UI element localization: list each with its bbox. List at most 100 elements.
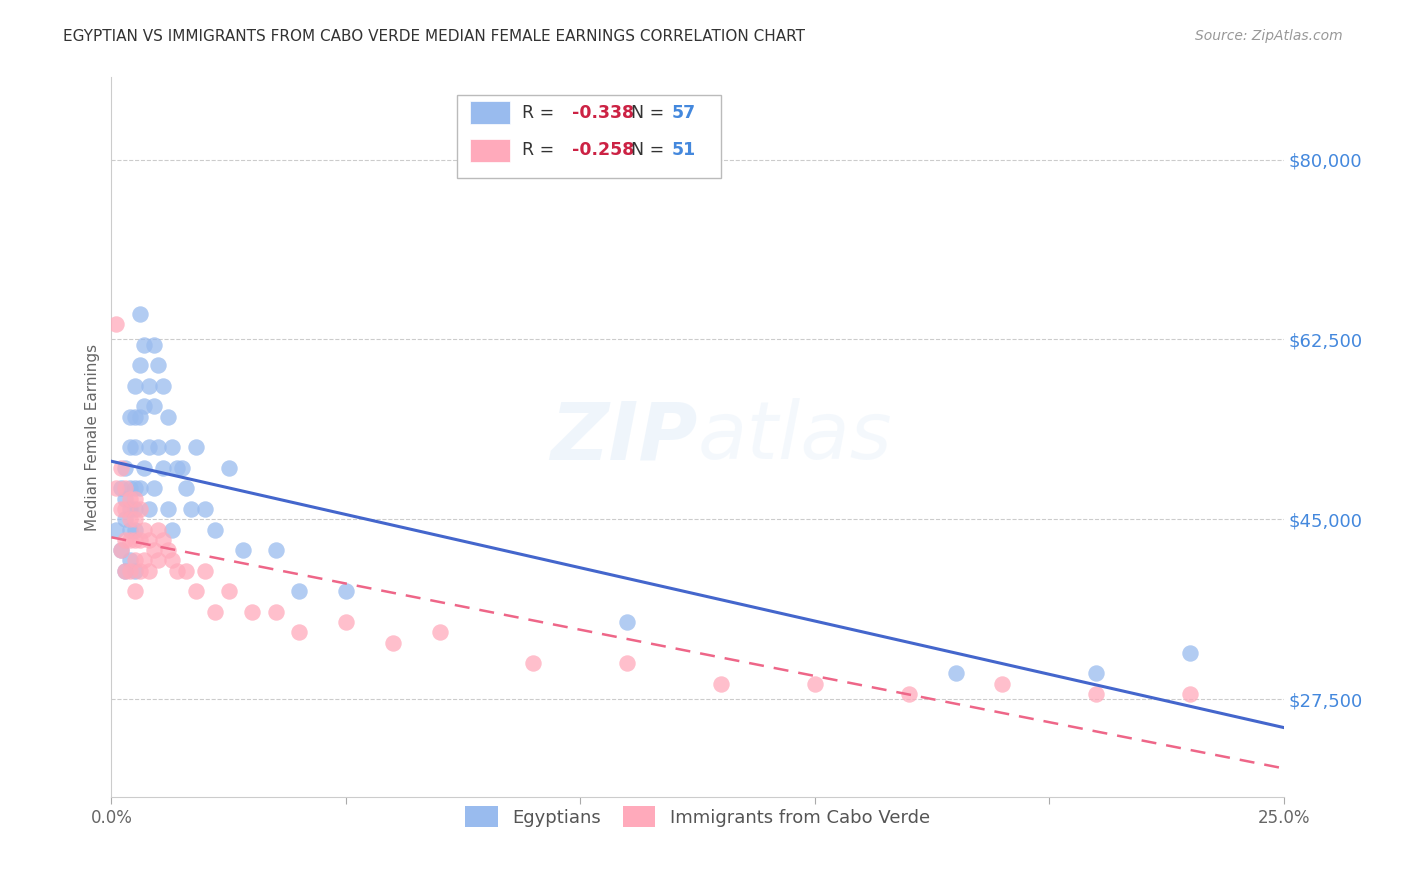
Point [120,502,142,516]
Point [218,584,240,599]
Point [120,564,142,578]
Point [120,491,142,506]
Point [142,482,165,496]
Text: 57: 57 [672,103,696,121]
Point [522,656,544,670]
Point [114,461,136,475]
Point [124,491,146,506]
Point [138,533,160,547]
Point [110,482,132,496]
Point [114,533,136,547]
Point [264,543,287,558]
Point [180,502,202,516]
Point [124,553,146,567]
Point [945,666,967,681]
Point [142,543,165,558]
Point [114,502,136,516]
Point [105,482,128,496]
Point [120,523,142,537]
Point [232,543,254,558]
Point [110,461,132,475]
Point [124,584,146,599]
Point [114,491,136,506]
Point [335,584,357,599]
Point [194,502,217,516]
FancyBboxPatch shape [457,95,721,178]
Point [148,358,170,372]
Text: atlas: atlas [697,398,893,476]
FancyBboxPatch shape [470,101,510,124]
Point [156,502,179,516]
Point [162,553,184,567]
Point [134,523,156,537]
Point [184,441,207,455]
Point [1085,687,1108,701]
Text: -0.338: -0.338 [572,103,634,121]
Point [114,564,136,578]
Point [124,502,146,516]
Point [114,564,136,578]
Point [204,605,226,619]
Point [128,564,150,578]
Point [176,482,198,496]
Point [110,543,132,558]
Point [142,337,165,351]
Point [156,409,179,424]
Point [124,409,146,424]
Point [148,441,170,455]
Point [120,409,142,424]
Point [134,553,156,567]
Point [335,615,357,629]
Point [124,441,146,455]
Point [120,533,142,547]
Point [114,482,136,496]
Point [142,399,165,413]
Point [128,482,150,496]
FancyBboxPatch shape [470,138,510,161]
Point [148,523,170,537]
Point [176,564,198,578]
Point [138,378,160,392]
Text: N =: N = [631,141,669,159]
Point [138,564,160,578]
Y-axis label: Median Female Earnings: Median Female Earnings [86,343,100,531]
Point [134,337,156,351]
Point [162,441,184,455]
Point [152,378,174,392]
Point [134,461,156,475]
Point [138,441,160,455]
Point [124,482,146,496]
Point [128,533,150,547]
Point [134,399,156,413]
Point [124,378,146,392]
Point [120,441,142,455]
Point [152,461,174,475]
Text: 51: 51 [672,141,696,159]
Point [124,564,146,578]
Point [120,553,142,567]
Point [114,512,136,526]
Point [1178,646,1201,660]
Point [124,512,146,526]
Point [288,584,311,599]
Text: EGYPTIAN VS IMMIGRANTS FROM CABO VERDE MEDIAN FEMALE EARNINGS CORRELATION CHART: EGYPTIAN VS IMMIGRANTS FROM CABO VERDE M… [63,29,806,44]
Text: Source: ZipAtlas.com: Source: ZipAtlas.com [1195,29,1343,43]
Text: ZIP: ZIP [550,398,697,476]
Legend: Egyptians, Immigrants from Cabo Verde: Egyptians, Immigrants from Cabo Verde [458,799,936,835]
Point [128,358,150,372]
Text: -0.258: -0.258 [572,141,634,159]
Point [128,307,150,321]
Text: R =: R = [522,141,560,159]
Point [1178,687,1201,701]
Point [264,605,287,619]
Point [991,677,1014,691]
Point [128,502,150,516]
Point [162,523,184,537]
Point [616,656,638,670]
Point [124,533,146,547]
Point [110,543,132,558]
Point [204,523,226,537]
Point [110,502,132,516]
Point [194,564,217,578]
Point [218,461,240,475]
